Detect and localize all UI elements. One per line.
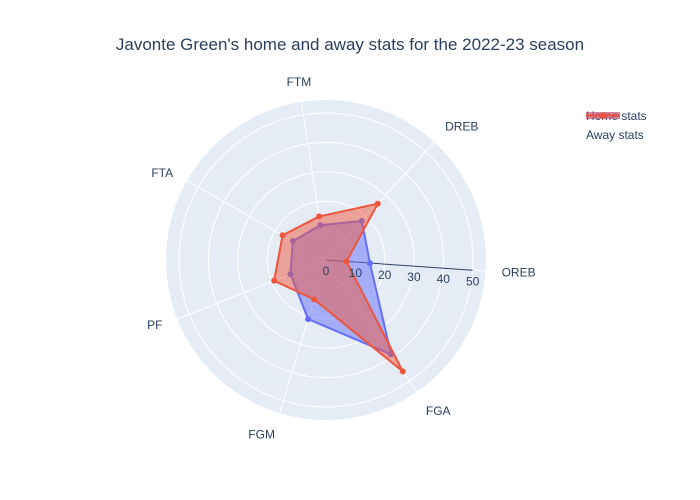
category-label-oreb: OREB [502, 265, 536, 279]
legend-swatch-away [586, 112, 620, 119]
category-label-ftm: FTM [287, 75, 312, 89]
legend: Home stats Away stats [586, 106, 696, 144]
series-point-home-oreb [366, 260, 373, 267]
radial-tick-label: 20 [378, 268, 392, 282]
series-area-away [273, 202, 404, 373]
category-label-fgm: FGM [248, 427, 275, 441]
series-point-away-oreb [343, 258, 350, 265]
radial-tick-label: 10 [349, 266, 363, 280]
category-label-dreb: DREB [445, 119, 478, 133]
series-point-away-fta [279, 232, 286, 239]
legend-label-away: Away stats [586, 127, 644, 142]
series-point-away-pf [271, 277, 278, 284]
legend-item-away[interactable]: Away stats [586, 112, 696, 144]
radial-gridline [237, 171, 415, 349]
category-label-fta: FTA [151, 166, 173, 180]
radial-tick-label: 40 [437, 272, 451, 286]
radial-tick-label: 0 [323, 264, 330, 278]
series-point-away-fga [399, 368, 406, 375]
series-point-away-dreb [374, 200, 381, 207]
radar-labels: 0 10 20 30 40 50 OREB DREB FTM FTA PF FGM FGA [147, 75, 535, 441]
series-point-away-fgm [311, 296, 318, 303]
radial-tick-label: 30 [407, 270, 421, 284]
radial-gridline [178, 112, 474, 408]
category-label-pf: PF [147, 318, 162, 332]
radial-tick-label: 50 [466, 274, 480, 288]
radar-series [271, 200, 406, 375]
radial-gridline [207, 141, 445, 379]
chart-title: Javonte Green's home and away stats for … [115, 35, 585, 54]
series-point-away-ftm [316, 213, 323, 220]
series-point-home-fgm [305, 316, 312, 323]
category-label-fga: FGA [426, 404, 451, 418]
